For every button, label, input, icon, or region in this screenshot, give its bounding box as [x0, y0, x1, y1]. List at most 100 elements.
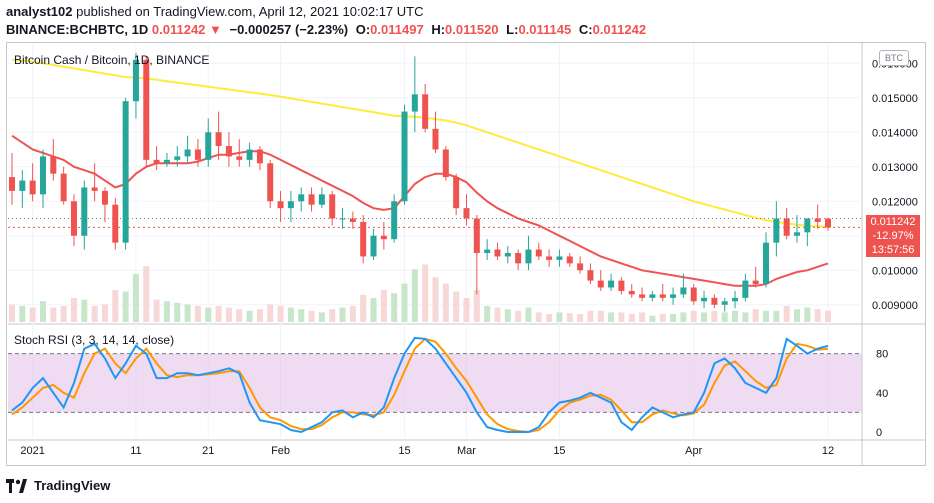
x-tick-label: 12: [822, 445, 834, 457]
down-arrow-icon: ▼: [209, 22, 222, 37]
candle-body: [112, 204, 119, 243]
volume-bar: [360, 294, 367, 322]
stoch-rsi-tick-label: 80: [876, 349, 888, 361]
volume-bar: [29, 307, 36, 322]
bar-countdown: 13:57:56: [871, 244, 915, 256]
candle-body: [794, 232, 801, 236]
volume-bar: [639, 312, 646, 322]
candle-body: [814, 218, 821, 222]
candle-body: [484, 249, 491, 253]
volume-bar: [81, 299, 88, 322]
candle-body: [225, 146, 232, 157]
candle-body: [504, 253, 511, 257]
volume-bar: [453, 291, 460, 322]
candle-body: [752, 280, 759, 285]
volume-bar: [267, 304, 274, 322]
candle-body: [556, 256, 563, 260]
candle-body: [494, 249, 501, 257]
candle-body: [205, 132, 212, 160]
volume-bar: [184, 304, 191, 322]
price-change: −0.000257 (−2.23%): [229, 22, 349, 37]
volume-bar: [618, 312, 625, 322]
volume-bar: [174, 302, 181, 322]
candle-body: [60, 173, 67, 202]
volume-bar: [194, 306, 201, 322]
volume-bar: [608, 312, 615, 322]
candle-body: [411, 94, 418, 112]
candle-body: [349, 218, 356, 222]
volume-bar: [60, 306, 67, 322]
tradingview-brand: TradingView: [34, 478, 111, 493]
candle-body: [19, 180, 26, 191]
candle-body: [39, 156, 46, 195]
volume-bar: [721, 312, 728, 322]
y-tick-label: 0.013000: [872, 162, 918, 174]
candle-body: [546, 256, 553, 260]
volume-bar: [670, 314, 677, 322]
volume-bar: [432, 277, 439, 322]
volume-bar: [391, 293, 398, 322]
tradingview-footer[interactable]: TradingView: [6, 478, 110, 493]
volume-bar: [732, 310, 739, 322]
candle-body: [174, 156, 181, 160]
candle-body: [401, 111, 408, 202]
volume-bar: [143, 266, 150, 322]
chart-title: Bitcoin Cash / Bitcoin, 1D, BINANCE: [14, 53, 210, 67]
volume-bar: [628, 314, 635, 322]
candle-body: [184, 149, 191, 157]
y-tick-label: 0.009000: [872, 300, 918, 312]
candle-body: [91, 187, 98, 191]
candle-body: [711, 297, 718, 305]
volume-bar: [91, 306, 98, 322]
volume-bar: [339, 307, 346, 322]
volume-bar: [577, 314, 584, 322]
candle-body: [101, 190, 108, 205]
volume-bar: [649, 315, 656, 322]
candle-body: [163, 159, 170, 164]
volume-bar: [287, 307, 294, 322]
moving-average-fast-line: [11, 134, 829, 287]
x-tick-label: Feb: [271, 445, 290, 457]
volume-bar: [215, 306, 222, 322]
candle-body: [453, 177, 460, 209]
candle-body: [618, 280, 625, 291]
low-label: L:: [506, 22, 519, 37]
candle-body: [308, 194, 315, 205]
y-tick-label: 0.012000: [872, 196, 918, 208]
x-tick-label: Mar: [457, 445, 476, 457]
current-price-tag: 0.011242 -12.97% 13:57:56: [866, 215, 920, 257]
x-tick-label: 2021: [20, 445, 44, 457]
candle-body: [628, 290, 635, 295]
candle-body: [29, 180, 36, 195]
volume-bar: [205, 307, 212, 322]
volume-bar: [401, 283, 408, 322]
candle-body: [639, 294, 646, 298]
candle-body: [721, 301, 728, 305]
close-value: 0.011242: [592, 22, 647, 37]
candle-body: [246, 149, 253, 160]
volume-bar: [587, 310, 594, 322]
chart-frame[interactable]: [6, 42, 926, 466]
volume-bar: [70, 298, 77, 322]
x-tick-label: 15: [553, 445, 565, 457]
volume-bar: [825, 310, 831, 322]
currency-badge[interactable]: BTC: [879, 50, 909, 66]
close-label: C:: [578, 22, 593, 37]
volume-bar: [701, 312, 708, 322]
candle-body: [525, 249, 532, 264]
volume-bar: [556, 312, 563, 322]
publisher-user[interactable]: analyst102: [6, 4, 73, 19]
stoch-rsi-label: Stoch RSI (3, 3, 14, 14, close): [14, 333, 175, 347]
volume-bar: [804, 307, 811, 322]
volume-bar: [318, 312, 325, 322]
volume-bar: [515, 310, 522, 322]
volume-bar: [370, 298, 377, 322]
volume-bar: [236, 309, 243, 322]
candle-body: [763, 242, 770, 285]
volume-bar: [50, 307, 57, 322]
candle-body: [515, 253, 522, 264]
candle-body: [566, 256, 573, 264]
volume-bar: [277, 306, 284, 322]
candle-body: [370, 235, 377, 257]
